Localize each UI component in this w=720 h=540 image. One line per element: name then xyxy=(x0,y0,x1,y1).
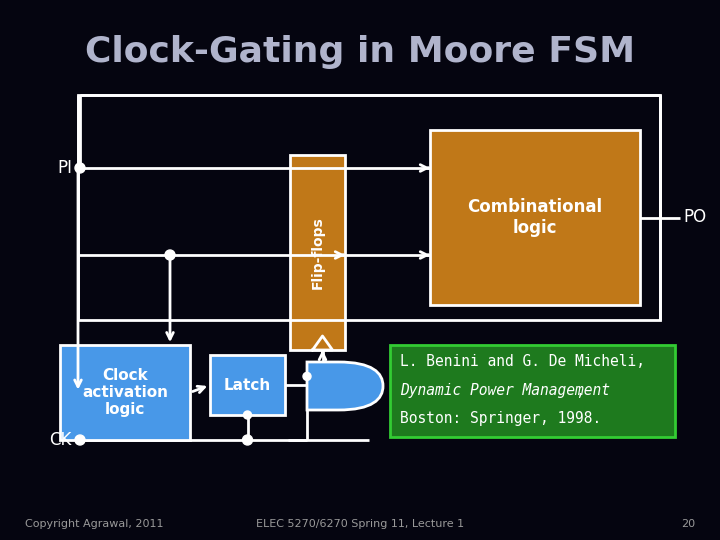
Bar xyxy=(290,155,345,350)
Bar xyxy=(60,345,190,440)
Circle shape xyxy=(165,250,175,260)
Text: Flip-flops: Flip-flops xyxy=(310,216,325,289)
Text: Copyright Agrawal, 2011: Copyright Agrawal, 2011 xyxy=(25,519,163,529)
Text: Boston: Springer, 1998.: Boston: Springer, 1998. xyxy=(400,411,601,427)
Circle shape xyxy=(75,163,85,173)
Text: Latch: Latch xyxy=(224,377,271,393)
Circle shape xyxy=(243,411,251,419)
Text: Clock
activation
logic: Clock activation logic xyxy=(82,368,168,417)
Text: Clock-Gating in Moore FSM: Clock-Gating in Moore FSM xyxy=(85,35,635,69)
Bar xyxy=(390,345,675,437)
Text: Dynamic Power Management: Dynamic Power Management xyxy=(400,383,610,399)
Text: Combinational
logic: Combinational logic xyxy=(467,198,603,237)
Text: CK: CK xyxy=(50,431,72,449)
Text: ,: , xyxy=(575,383,584,399)
Bar xyxy=(430,130,640,305)
Bar xyxy=(78,95,660,320)
PathPatch shape xyxy=(307,362,383,410)
Circle shape xyxy=(75,435,85,445)
Text: PO: PO xyxy=(683,208,706,226)
Circle shape xyxy=(303,373,311,380)
Circle shape xyxy=(243,435,253,445)
Text: PI: PI xyxy=(57,159,72,177)
Text: 20: 20 xyxy=(681,519,695,529)
Text: L. Benini and G. De Micheli,: L. Benini and G. De Micheli, xyxy=(400,354,645,368)
Text: ELEC 5270/6270 Spring 11, Lecture 1: ELEC 5270/6270 Spring 11, Lecture 1 xyxy=(256,519,464,529)
Bar xyxy=(210,355,285,415)
